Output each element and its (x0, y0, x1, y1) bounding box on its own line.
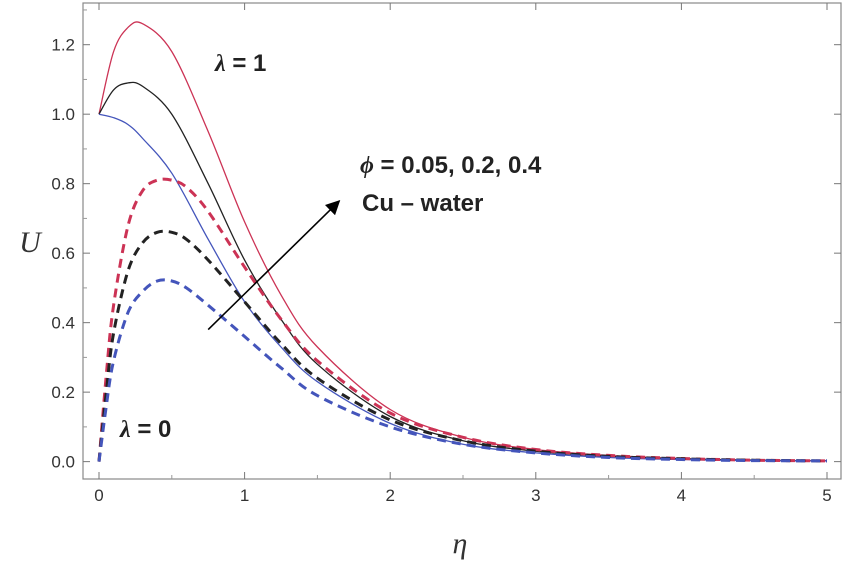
series-line-6-dashed (97, 278, 828, 463)
x-tick-label: 2 (385, 486, 394, 505)
y-axis-label: U (19, 226, 43, 259)
x-axis-label: η (453, 527, 468, 560)
annotation-fluid: Cu – water (362, 190, 483, 217)
y-tick-label: 0.2 (51, 383, 75, 402)
axis-ticks (83, 3, 841, 479)
annotation-lambda-one: λ = 1 (214, 50, 266, 77)
trend-arrow (207, 200, 341, 331)
series-layer (97, 21, 828, 463)
annotation-phi-values: ϕ = 0.05, 0.2, 0.4 (360, 152, 542, 179)
y-tick-label: 0.8 (51, 175, 75, 194)
x-tick-label: 0 (94, 486, 103, 505)
x-tick-label: 3 (531, 486, 540, 505)
x-tick-label: 5 (822, 486, 831, 505)
tick-labels: 0 1 2 3 4 5 0.0 0.2 0.4 0.6 0.8 1.0 1.2 (51, 36, 831, 505)
y-tick-label: 1.2 (51, 36, 75, 55)
y-tick-label: 0.6 (51, 244, 75, 263)
annotation-lambda-zero: λ = 0 (119, 416, 171, 443)
y-tick-label: 1.0 (51, 105, 75, 124)
x-tick-label: 1 (240, 486, 249, 505)
y-tick-label: 0.4 (51, 314, 75, 333)
x-tick-label: 4 (677, 486, 686, 505)
y-tick-label: 0.0 (51, 453, 75, 472)
plot-frame (82, 2, 842, 480)
